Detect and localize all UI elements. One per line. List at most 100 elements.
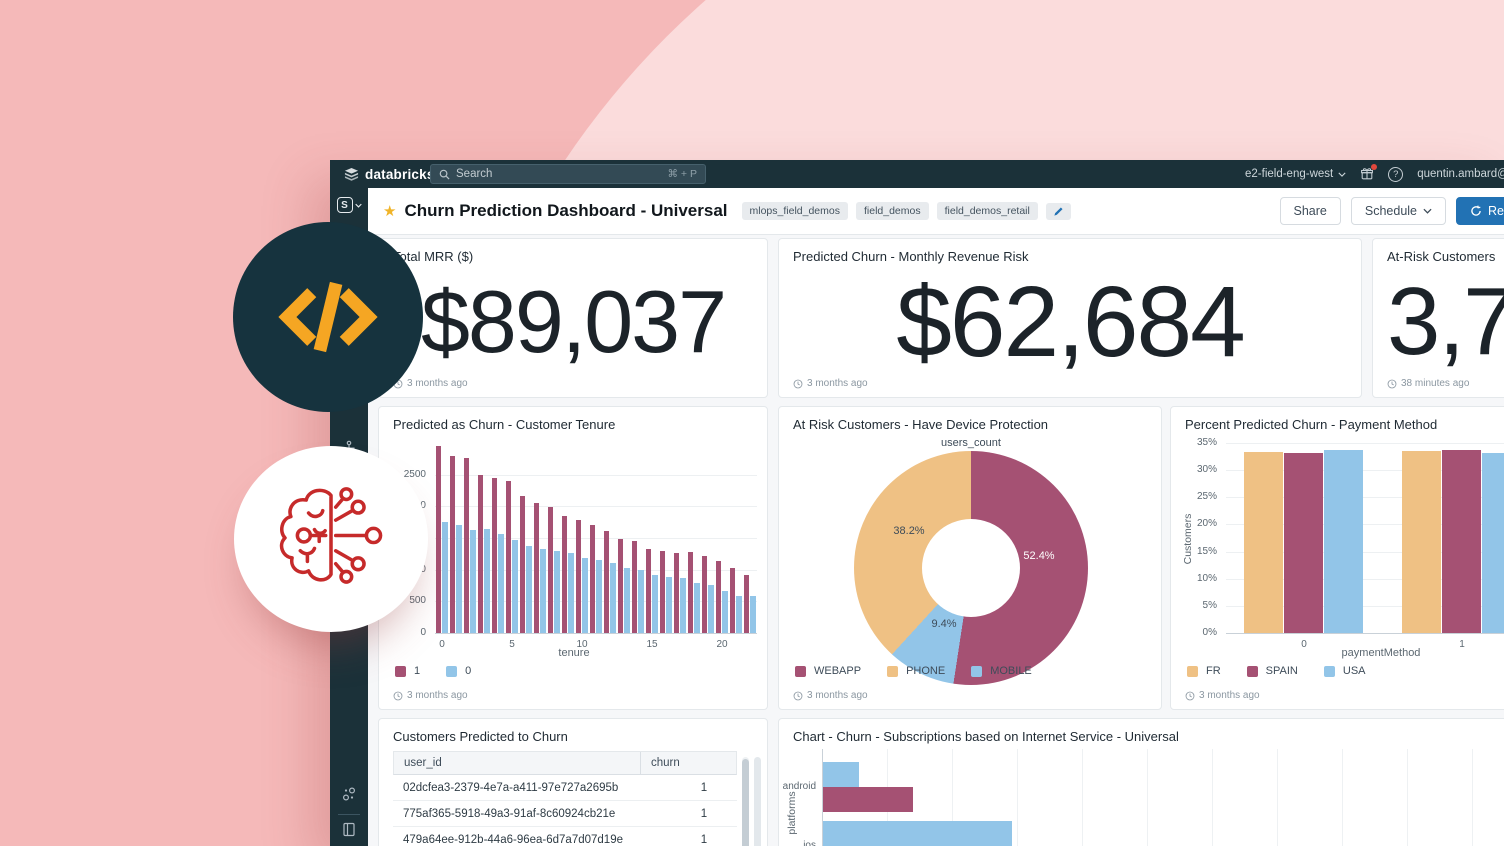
tenure-bar-chart: 0500100015002000250005101520 <box>379 407 767 650</box>
bar-churn-0 <box>497 534 504 633</box>
legend-item[interactable]: WEBAPP <box>795 665 861 677</box>
bar-churn-0 <box>749 596 756 633</box>
counter-value: $89,037 <box>420 272 727 371</box>
topbar-right: e2-field-eng-west ? quentin.ambard@datab… <box>1235 160 1504 188</box>
x-axis-line <box>1226 633 1504 634</box>
gridline <box>1212 749 1213 846</box>
bar-churn-0 <box>511 539 518 633</box>
workspace-switcher[interactable]: S <box>336 197 362 213</box>
help-icon: ? <box>1388 166 1404 182</box>
bar-churn-1 <box>743 574 750 633</box>
search-input[interactable]: Search ⌘ + P <box>430 164 706 184</box>
scrollbar-thumb[interactable] <box>742 759 749 846</box>
workspace-selector[interactable]: e2-field-eng-west <box>1245 168 1346 180</box>
subscriptions-bar-chart: android ios <box>779 719 1504 846</box>
header-actions: Share Schedule Refresh <box>1279 197 1504 225</box>
share-button[interactable]: Share <box>1279 197 1341 225</box>
bar-churn-1 <box>673 553 680 633</box>
legend-item[interactable]: FR <box>1187 665 1221 677</box>
bar-churn-1 <box>547 506 554 633</box>
favorite-star-icon[interactable]: ★ <box>383 203 397 220</box>
gridline <box>1342 749 1343 846</box>
table-row[interactable]: 479a64ee-912b-44a6-96ea-6d7a7d07d19e 1 <box>393 827 737 846</box>
sidebar-collapse-button[interactable] <box>342 822 356 842</box>
bar-churn-0 <box>721 591 728 633</box>
cell-churn: 1 <box>700 807 708 820</box>
bar-usa <box>1324 449 1363 633</box>
cell-user-id: 775af365-5918-49a3-91af-8c60924cb21e <box>403 807 616 820</box>
table-row[interactable]: 02dcfea3-2379-4e7a-a411-97e727a2695b 1 <box>393 775 737 801</box>
gridline <box>435 474 757 476</box>
chart-title: Chart - Churn - Subscriptions based on I… <box>793 729 1179 744</box>
table-scrollbar[interactable] <box>742 757 749 846</box>
bar-android-1 <box>823 787 913 812</box>
legend-item[interactable]: MOBILE <box>971 665 1032 677</box>
legend-item[interactable]: USA <box>1323 665 1366 677</box>
edit-tags-button[interactable] <box>1045 202 1071 220</box>
category-label: android <box>782 781 816 792</box>
counter-value: $62,684 <box>896 265 1245 378</box>
gridline <box>1226 470 1504 472</box>
cell-churn: 1 <box>700 781 708 794</box>
bar-churn-1 <box>715 561 722 633</box>
clock-icon <box>393 691 403 700</box>
whats-new-gift-button[interactable] <box>1360 164 1378 181</box>
gridline <box>435 506 757 508</box>
databricks-logo[interactable]: databricks <box>344 167 435 182</box>
donut-hole <box>922 519 1020 617</box>
card-updated: 3 months ago <box>393 378 468 389</box>
card-scrollbar[interactable] <box>754 757 761 846</box>
schedule-button[interactable]: Schedule <box>1350 197 1446 225</box>
code-icon <box>278 281 378 353</box>
slice-label-mobile: 9.4% <box>931 618 957 630</box>
bar-churn-1 <box>505 481 512 633</box>
tag-field-demos-retail[interactable]: field_demos_retail <box>936 202 1038 220</box>
bar-spain <box>1284 452 1323 633</box>
column-header-user-id[interactable]: user_id <box>404 757 442 769</box>
search-shortcut: ⌘ + P <box>667 168 697 180</box>
card-updated: 3 months ago <box>1185 690 1260 701</box>
page-title: Churn Prediction Dashboard - Universal <box>404 201 728 220</box>
bar-churn-1 <box>701 556 708 633</box>
bar-churn-1 <box>463 458 470 633</box>
gridline <box>1226 497 1504 499</box>
legend-item[interactable]: 0 <box>446 665 471 677</box>
legend-swatch <box>795 665 806 677</box>
sidebar-bottom <box>330 786 368 842</box>
bar-churn-0 <box>679 577 686 633</box>
bar-churn-0 <box>665 576 672 633</box>
legend-item[interactable]: 1 <box>395 665 420 677</box>
bar-churn-0 <box>525 545 532 633</box>
bar-fr <box>1244 451 1283 633</box>
help-button[interactable]: ? <box>1388 166 1404 182</box>
search-placeholder: Search <box>456 168 493 180</box>
clock-icon <box>1185 691 1195 700</box>
apps-icon <box>342 787 356 801</box>
dashboard-content: Total MRR ($) $89,037 3 months ago Predi… <box>368 235 1504 846</box>
counter-card-revenue-risk: Predicted Churn - Monthly Revenue Risk $… <box>778 238 1362 398</box>
table-row[interactable]: 775af365-5918-49a3-91af-8c60924cb21e 1 <box>393 801 737 827</box>
gridline <box>1082 749 1083 846</box>
column-header-churn[interactable]: churn <box>640 752 736 774</box>
y-tick: 30% <box>1196 464 1217 476</box>
legend-item[interactable]: PHONE <box>887 665 945 677</box>
gridline <box>1226 524 1504 526</box>
sidebar-item-partner-connect[interactable] <box>341 786 357 807</box>
refresh-button[interactable]: Refresh <box>1456 197 1504 225</box>
schedule-label: Schedule <box>1364 204 1417 218</box>
y-axis-line <box>822 749 823 846</box>
legend-item[interactable]: SPAIN <box>1246 665 1298 677</box>
clock-icon <box>793 379 803 388</box>
tag-mlops-field-demos[interactable]: mlops_field_demos <box>741 202 848 220</box>
pencil-icon <box>1054 206 1063 216</box>
x-tick: 20 <box>716 639 728 650</box>
bar-churn-0 <box>735 595 742 633</box>
bar-churn-0 <box>483 528 490 633</box>
user-email[interactable]: quentin.ambard@databr <box>1417 168 1504 180</box>
tag-field-demos[interactable]: field_demos <box>855 202 929 220</box>
chart-card-subscriptions: Chart - Churn - Subscriptions based on I… <box>778 718 1504 846</box>
legend-swatch <box>887 665 899 677</box>
bar-churn-1 <box>687 551 694 633</box>
bar-churn-1 <box>435 446 442 633</box>
